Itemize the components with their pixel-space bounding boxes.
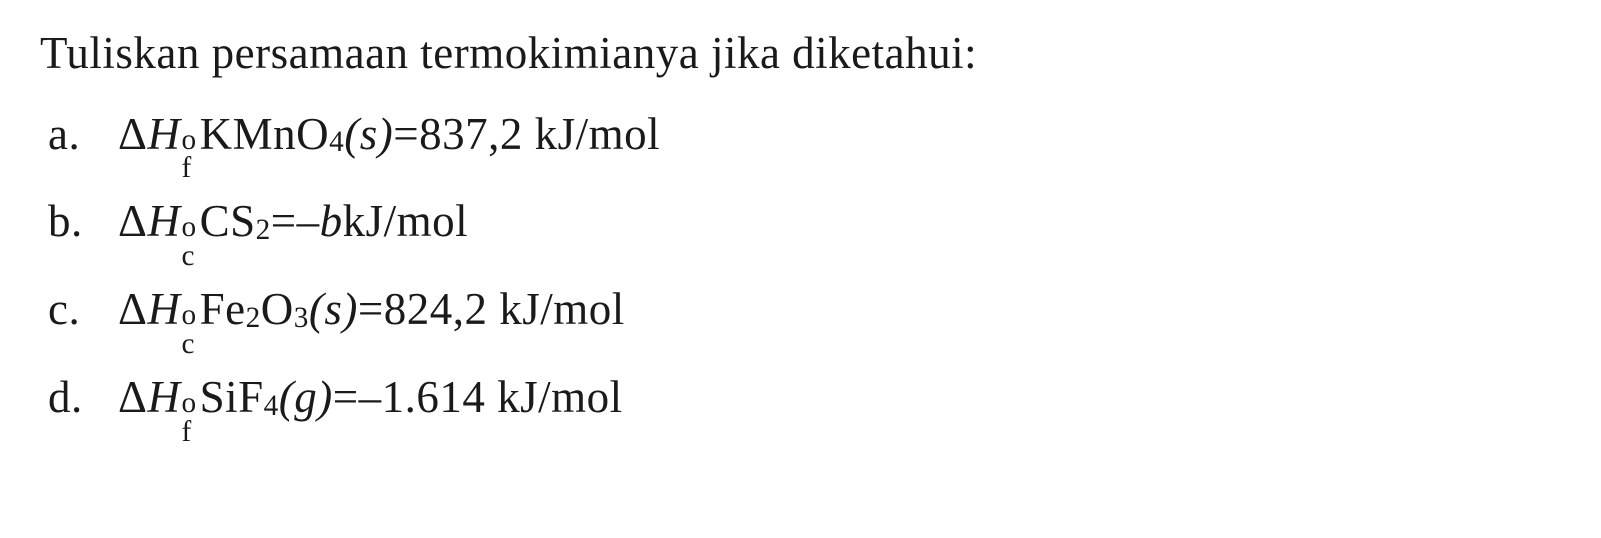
compound-sub-3: 3 [294, 296, 309, 341]
option-c-formula: ΔHoc Fe2O3(s) = 824,2 kJ/mol [118, 275, 625, 357]
option-a-label: a. [48, 100, 118, 170]
option-c: c. ΔHoc Fe2O3(s) = 824,2 kJ/mol [48, 275, 1561, 357]
enthalpy-h: H [147, 363, 180, 433]
delta-symbol: Δ [118, 363, 147, 433]
value-a: 837,2 kJ/mol [419, 100, 660, 170]
equals-sign: = [393, 100, 419, 170]
option-a: a. ΔHof KMnO4(s) = 837,2 kJ/mol [48, 100, 1561, 182]
option-c-label: c. [48, 275, 118, 345]
option-d-label: d. [48, 363, 118, 433]
compound-kmno: KMnO [200, 100, 330, 170]
enthalpy-subscript-superscript: of [181, 391, 196, 445]
option-b: b. ΔHoc CS2 = –b kJ/mol [48, 187, 1561, 269]
state-g: (g) [279, 363, 333, 433]
option-d-formula: ΔHof SiF4(g) = –1.614 kJ/mol [118, 363, 623, 445]
equals-sign: = [358, 275, 384, 345]
enthalpy-subscript-superscript: oc [181, 215, 196, 269]
enthalpy-h: H [147, 187, 180, 257]
value-c: 824,2 kJ/mol [384, 275, 625, 345]
compound-cs: CS [200, 187, 256, 257]
compound-sub-4: 4 [329, 120, 344, 165]
compound-o: O [261, 275, 294, 345]
options-list: a. ΔHof KMnO4(s) = 837,2 kJ/mol b. ΔHoc … [40, 100, 1561, 445]
value-b-suffix: kJ/mol [343, 187, 469, 257]
enthalpy-subscript-superscript: oc [181, 303, 196, 357]
value-d: –1.614 kJ/mol [359, 363, 623, 433]
compound-sif: SiF [200, 363, 264, 433]
delta-symbol: Δ [118, 187, 147, 257]
compound-sub-2: 2 [246, 296, 261, 341]
delta-symbol: Δ [118, 275, 147, 345]
option-b-formula: ΔHoc CS2 = –b kJ/mol [118, 187, 468, 269]
question-prompt: Tuliskan persamaan termokimianya jika di… [40, 20, 1561, 88]
value-b-var: b [320, 187, 343, 257]
equals-sign: = [271, 187, 297, 257]
compound-sub-4: 4 [264, 384, 279, 429]
enthalpy-subscript-superscript: of [181, 128, 196, 182]
state-s: (s) [344, 100, 393, 170]
value-b-prefix: – [297, 187, 320, 257]
compound-sub-2: 2 [256, 208, 271, 253]
compound-fe: Fe [200, 275, 246, 345]
option-a-formula: ΔHof KMnO4(s) = 837,2 kJ/mol [118, 100, 660, 182]
option-b-label: b. [48, 187, 118, 257]
state-s: (s) [309, 275, 358, 345]
enthalpy-h: H [147, 275, 180, 345]
enthalpy-h: H [147, 100, 180, 170]
equals-sign: = [333, 363, 359, 433]
option-d: d. ΔHof SiF4(g) = –1.614 kJ/mol [48, 363, 1561, 445]
delta-symbol: Δ [118, 100, 147, 170]
